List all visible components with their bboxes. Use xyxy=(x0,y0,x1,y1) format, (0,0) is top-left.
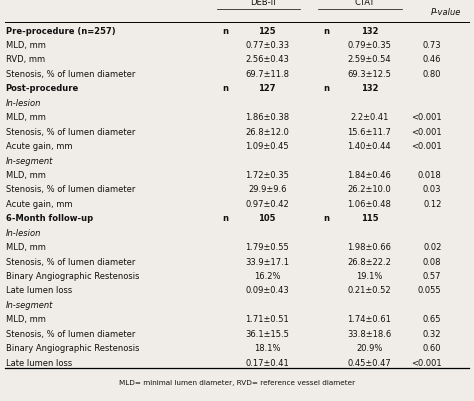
Text: Pre-procedure (n=257): Pre-procedure (n=257) xyxy=(6,26,115,36)
Text: 1.06±0.48: 1.06±0.48 xyxy=(347,200,392,209)
Text: Acute gain, mm: Acute gain, mm xyxy=(6,142,72,151)
Text: P-value: P-value xyxy=(431,8,461,17)
Text: 0.08: 0.08 xyxy=(423,257,441,267)
Text: 105: 105 xyxy=(258,214,276,223)
Text: MLD, mm: MLD, mm xyxy=(6,41,46,50)
Text: 26.8±22.2: 26.8±22.2 xyxy=(347,257,392,267)
Text: 2.2±0.41: 2.2±0.41 xyxy=(350,113,389,122)
Text: 0.79±0.35: 0.79±0.35 xyxy=(347,41,392,50)
Text: 127: 127 xyxy=(258,84,276,93)
Text: MLD= minimal lumen diameter, RVD= reference vessel diameter: MLD= minimal lumen diameter, RVD= refere… xyxy=(119,380,355,386)
Text: MLD, mm: MLD, mm xyxy=(6,113,46,122)
Text: 0.055: 0.055 xyxy=(418,286,441,296)
Text: 132: 132 xyxy=(361,26,378,36)
Text: 1.09±0.45: 1.09±0.45 xyxy=(246,142,289,151)
Text: <0.001: <0.001 xyxy=(411,358,441,368)
Text: Stenosis, % of lumen diameter: Stenosis, % of lumen diameter xyxy=(6,185,135,194)
Text: 18.1%: 18.1% xyxy=(254,344,281,353)
Text: Acute gain, mm: Acute gain, mm xyxy=(6,200,72,209)
Text: 0.77±0.33: 0.77±0.33 xyxy=(245,41,289,50)
Text: Stenosis, % of lumen diameter: Stenosis, % of lumen diameter xyxy=(6,128,135,137)
Text: Stenosis, % of lumen diameter: Stenosis, % of lumen diameter xyxy=(6,257,135,267)
Text: 125: 125 xyxy=(258,26,276,36)
Text: DEB-II: DEB-II xyxy=(250,0,276,7)
Text: In-lesion: In-lesion xyxy=(6,99,41,108)
Text: 16.2%: 16.2% xyxy=(254,272,281,281)
Text: 0.21±0.52: 0.21±0.52 xyxy=(347,286,391,296)
Text: CTAT: CTAT xyxy=(355,0,375,7)
Text: n: n xyxy=(323,214,329,223)
Text: 1.98±0.66: 1.98±0.66 xyxy=(347,243,392,252)
Text: 2.56±0.43: 2.56±0.43 xyxy=(245,55,289,65)
Text: 0.03: 0.03 xyxy=(423,185,441,194)
Text: 0.02: 0.02 xyxy=(423,243,441,252)
Text: 33.8±18.6: 33.8±18.6 xyxy=(347,330,392,339)
Text: MLD, mm: MLD, mm xyxy=(6,171,46,180)
Text: Binary Angiographic Restenosis: Binary Angiographic Restenosis xyxy=(6,272,139,281)
Text: Late lumen loss: Late lumen loss xyxy=(6,286,72,296)
Text: Late lumen loss: Late lumen loss xyxy=(6,358,72,368)
Text: <0.001: <0.001 xyxy=(411,142,441,151)
Text: 115: 115 xyxy=(361,214,378,223)
Text: MLD, mm: MLD, mm xyxy=(6,315,46,324)
Text: 0.32: 0.32 xyxy=(423,330,441,339)
Text: 1.40±0.44: 1.40±0.44 xyxy=(347,142,391,151)
Text: 0.17±0.41: 0.17±0.41 xyxy=(246,358,289,368)
Text: RVD, mm: RVD, mm xyxy=(6,55,45,65)
Text: 0.09±0.43: 0.09±0.43 xyxy=(246,286,289,296)
Text: 0.46: 0.46 xyxy=(423,55,441,65)
Text: Binary Angiographic Restenosis: Binary Angiographic Restenosis xyxy=(6,344,139,353)
Text: 1.72±0.35: 1.72±0.35 xyxy=(245,171,289,180)
Text: 19.1%: 19.1% xyxy=(356,272,383,281)
Text: 20.9%: 20.9% xyxy=(356,344,383,353)
Text: MLD, mm: MLD, mm xyxy=(6,243,46,252)
Text: 0.65: 0.65 xyxy=(423,315,441,324)
Text: 26.8±12.0: 26.8±12.0 xyxy=(245,128,289,137)
Text: In-lesion: In-lesion xyxy=(6,229,41,238)
Text: 0.73: 0.73 xyxy=(423,41,441,50)
Text: Stenosis, % of lumen diameter: Stenosis, % of lumen diameter xyxy=(6,70,135,79)
Text: 1.74±0.61: 1.74±0.61 xyxy=(347,315,392,324)
Text: 0.018: 0.018 xyxy=(418,171,441,180)
Text: <0.001: <0.001 xyxy=(411,113,441,122)
Text: 69.3±12.5: 69.3±12.5 xyxy=(347,70,392,79)
Text: In-segment: In-segment xyxy=(6,156,53,166)
Text: 1.71±0.51: 1.71±0.51 xyxy=(246,315,289,324)
Text: 29.9±9.6: 29.9±9.6 xyxy=(248,185,286,194)
Text: 0.60: 0.60 xyxy=(423,344,441,353)
Text: n: n xyxy=(323,84,329,93)
Text: 33.9±17.1: 33.9±17.1 xyxy=(245,257,289,267)
Text: Stenosis, % of lumen diameter: Stenosis, % of lumen diameter xyxy=(6,330,135,339)
Text: 6-Month follow-up: 6-Month follow-up xyxy=(6,214,93,223)
Text: 132: 132 xyxy=(361,84,378,93)
Text: 26.2±10.0: 26.2±10.0 xyxy=(347,185,391,194)
Text: 1.79±0.55: 1.79±0.55 xyxy=(246,243,289,252)
Text: Post-procedure: Post-procedure xyxy=(6,84,79,93)
Text: 36.1±15.5: 36.1±15.5 xyxy=(245,330,289,339)
Text: n: n xyxy=(222,84,228,93)
Text: 1.84±0.46: 1.84±0.46 xyxy=(347,171,392,180)
Text: 0.97±0.42: 0.97±0.42 xyxy=(246,200,289,209)
Text: 0.12: 0.12 xyxy=(423,200,441,209)
Text: n: n xyxy=(323,26,329,36)
Text: n: n xyxy=(222,214,228,223)
Text: 15.6±11.7: 15.6±11.7 xyxy=(347,128,392,137)
Text: 69.7±11.8: 69.7±11.8 xyxy=(245,70,289,79)
Text: 2.59±0.54: 2.59±0.54 xyxy=(347,55,391,65)
Text: 0.45±0.47: 0.45±0.47 xyxy=(347,358,391,368)
Text: 1.86±0.38: 1.86±0.38 xyxy=(245,113,289,122)
Text: 0.57: 0.57 xyxy=(423,272,441,281)
Text: n: n xyxy=(222,26,228,36)
Text: 0.80: 0.80 xyxy=(423,70,441,79)
Text: <0.001: <0.001 xyxy=(411,128,441,137)
Text: In-segment: In-segment xyxy=(6,301,53,310)
